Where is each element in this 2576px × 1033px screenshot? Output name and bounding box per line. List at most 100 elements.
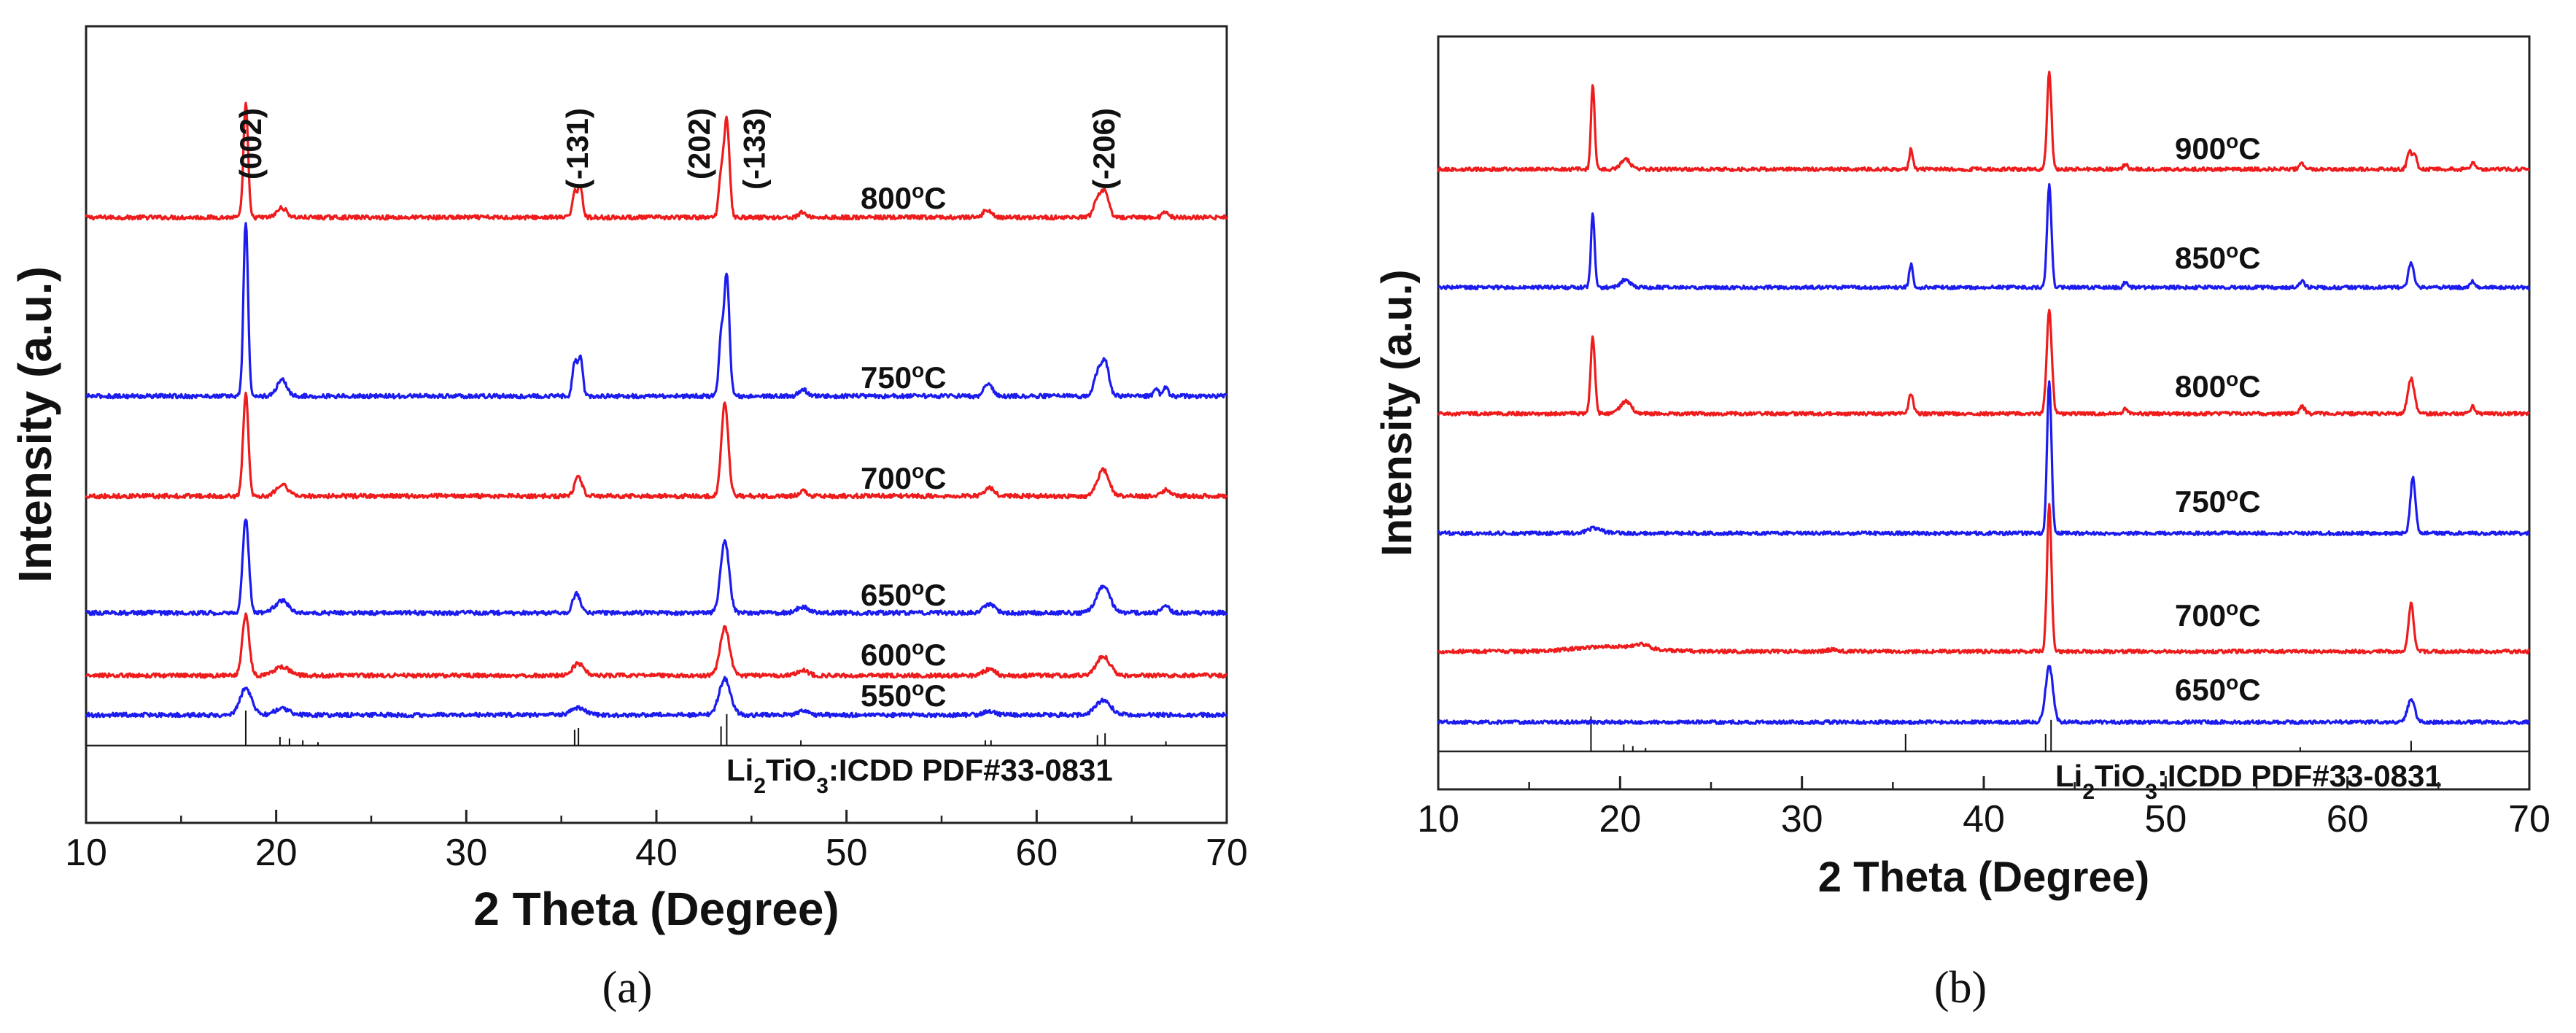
series-label-unit: C bbox=[2238, 131, 2260, 166]
series-line-750 bbox=[1437, 380, 2530, 536]
series-label-value: 850 bbox=[2175, 241, 2226, 275]
series-label-750: 750oC bbox=[2175, 483, 2261, 519]
series-line-650 bbox=[85, 518, 1228, 616]
degree-mark: o bbox=[912, 460, 924, 482]
reference-label-subscript: 3 bbox=[816, 774, 829, 798]
x-axis-title: 2 Theta (Degree) bbox=[1818, 854, 2149, 901]
degree-mark: o bbox=[912, 359, 924, 382]
series-label-700: 700oC bbox=[861, 460, 947, 496]
x-axis-title: 2 Theta (Degree) bbox=[473, 883, 839, 935]
series-line-700 bbox=[85, 391, 1228, 500]
x-tick-label: 30 bbox=[445, 832, 487, 874]
series-label-700: 700oC bbox=[2175, 597, 2261, 633]
series-line-900 bbox=[1437, 70, 2531, 172]
series-label-650: 650oC bbox=[861, 576, 947, 613]
degree-mark: o bbox=[2226, 671, 2238, 694]
series-label-550: 550oC bbox=[861, 677, 947, 713]
x-tick-label: 30 bbox=[1781, 798, 1823, 840]
series-label-value: 800 bbox=[2175, 369, 2226, 403]
reference-label: Li2TiO3:ICDD PDF#33-0831 bbox=[726, 753, 1113, 798]
series-label-750: 750oC bbox=[861, 359, 947, 395]
series-line-800 bbox=[85, 101, 1228, 221]
panel-b-caption: (b) bbox=[1934, 963, 1987, 1013]
series-label-value: 800 bbox=[861, 181, 912, 215]
degree-mark: o bbox=[912, 179, 924, 202]
x-tick-label: 60 bbox=[2327, 798, 2369, 840]
x-tick-label: 40 bbox=[635, 832, 678, 874]
series-label-unit: C bbox=[2238, 598, 2260, 632]
series-line-650 bbox=[1437, 665, 2531, 725]
series-label-650: 650oC bbox=[2175, 671, 2261, 708]
series-label-unit: C bbox=[924, 578, 946, 612]
series-label-800: 800oC bbox=[2175, 368, 2261, 404]
series-label-800: 800oC bbox=[861, 179, 947, 216]
series-label-unit: C bbox=[924, 181, 946, 215]
series-label-unit: C bbox=[2238, 484, 2260, 519]
panel-a-chart: Li2TiO3:ICDD PDF#33-0831 10 20 30 40 50 60 70 2 … bbox=[9, 25, 1248, 935]
degree-mark: o bbox=[912, 636, 924, 659]
series-line-550 bbox=[85, 676, 1228, 719]
reference-label-part: TiO bbox=[2095, 759, 2145, 793]
series-label-unit: C bbox=[924, 678, 946, 713]
series-label-value: 750 bbox=[861, 360, 912, 395]
peak-index-label: (-133) bbox=[737, 108, 772, 190]
x-tick-label: 40 bbox=[1963, 798, 2005, 840]
peak-index-label: (202) bbox=[682, 108, 716, 179]
reference-label-subscript: 2 bbox=[2082, 780, 2095, 804]
reference-label-part: Li bbox=[726, 753, 753, 787]
panel-b-chart: Li2TiO3:ICDD PDF#33-0831 10 20 30 40 50 60 70 2 … bbox=[1373, 35, 2550, 901]
series-label-value: 700 bbox=[861, 461, 912, 495]
x-tick-label: 10 bbox=[1417, 798, 1459, 840]
degree-mark: o bbox=[2226, 239, 2238, 262]
reference-label-part: :ICDD PDF#33-0831 bbox=[2157, 759, 2442, 793]
degree-mark: o bbox=[912, 576, 924, 599]
peak-index-label: (-131) bbox=[560, 108, 594, 190]
series-label-value: 900 bbox=[2175, 131, 2226, 166]
series-line-750 bbox=[85, 222, 1227, 400]
series-label-value: 600 bbox=[861, 638, 912, 672]
series-label-value: 700 bbox=[2175, 598, 2226, 632]
reference-label: Li2TiO3:ICDD PDF#33-0831 bbox=[2055, 759, 2442, 804]
series-label-850: 850oC bbox=[2175, 239, 2261, 276]
x-tick-label: 50 bbox=[826, 832, 868, 874]
reference-label-part: TiO bbox=[766, 753, 816, 787]
x-tick-label: 10 bbox=[65, 832, 107, 874]
series-label-value: 650 bbox=[861, 578, 912, 612]
degree-mark: o bbox=[2226, 130, 2238, 152]
series-label-unit: C bbox=[2238, 241, 2260, 275]
reference-label-subscript: 3 bbox=[2145, 780, 2157, 804]
series-label-unit: C bbox=[924, 461, 946, 495]
peak-index-label: (002) bbox=[233, 108, 268, 179]
reference-label-part: Li bbox=[2055, 759, 2082, 793]
y-axis-title: Intensity (a.u.) bbox=[1373, 269, 1421, 556]
series-label-value: 650 bbox=[2175, 673, 2226, 707]
series-label-unit: C bbox=[2238, 369, 2260, 403]
series-label-unit: C bbox=[924, 360, 946, 395]
series-label-value: 750 bbox=[2175, 484, 2226, 519]
series-label-unit: C bbox=[924, 638, 946, 672]
degree-mark: o bbox=[2226, 368, 2238, 390]
reference-label-part: :ICDD PDF#33-0831 bbox=[829, 753, 1113, 787]
x-tick-label: 60 bbox=[1015, 832, 1058, 874]
series-label-600: 600oC bbox=[861, 636, 947, 673]
panel-a-caption: (a) bbox=[602, 963, 653, 1013]
series-label-unit: C bbox=[2238, 673, 2260, 707]
series-line-850 bbox=[1438, 183, 2531, 290]
series-label-value: 550 bbox=[861, 678, 912, 713]
x-tick-label: 20 bbox=[1599, 798, 1641, 840]
series-label-900: 900oC bbox=[2175, 130, 2261, 166]
degree-mark: o bbox=[912, 677, 924, 700]
y-axis-title: Intensity (a.u.) bbox=[9, 266, 61, 583]
peak-index-label: (-206) bbox=[1087, 108, 1121, 190]
series-line-600 bbox=[85, 612, 1227, 679]
degree-mark: o bbox=[2226, 483, 2238, 506]
degree-mark: o bbox=[2226, 597, 2238, 619]
x-tick-label: 20 bbox=[255, 832, 298, 874]
series-line-700 bbox=[1438, 503, 2531, 654]
x-tick-label: 70 bbox=[1206, 832, 1248, 874]
x-tick-label: 50 bbox=[2144, 798, 2187, 840]
reference-label-subscript: 2 bbox=[753, 774, 766, 798]
x-tick-label: 70 bbox=[2508, 798, 2550, 840]
series-line-800 bbox=[1437, 309, 2531, 417]
